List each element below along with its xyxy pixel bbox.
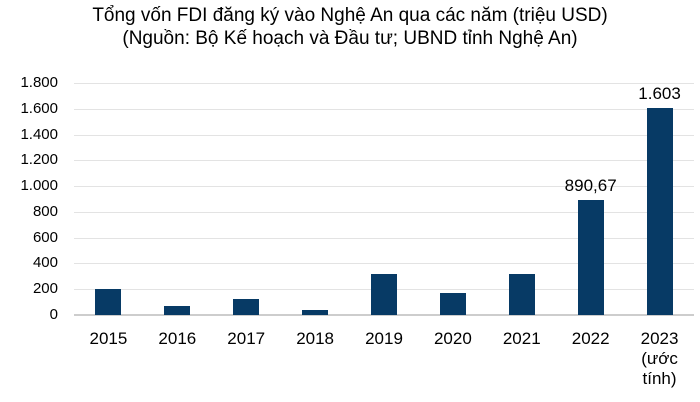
y-tick-label: 1.800 <box>20 74 58 91</box>
bar-2019 <box>371 274 397 315</box>
y-tick-label: 200 <box>32 280 58 298</box>
gridline <box>74 263 694 265</box>
bar-value-label-2022: 890,67 <box>564 176 617 196</box>
y-tick-label: 1.000 <box>20 177 58 195</box>
y-tick-label: 1.600 <box>20 99 58 117</box>
y-tick-label: 1.400 <box>20 125 58 143</box>
bar-2021 <box>508 274 535 315</box>
gridline <box>74 83 694 84</box>
gridline <box>74 134 694 136</box>
bar-2017 <box>233 298 260 315</box>
gridline <box>74 108 694 110</box>
gridline <box>74 186 694 188</box>
bar-2023 <box>646 108 673 315</box>
bar-value-label-2023: 1.603 <box>638 84 681 104</box>
gridline <box>74 160 694 162</box>
gridline <box>74 237 694 239</box>
x-axis-line <box>74 314 694 316</box>
bar-2020 <box>439 293 466 315</box>
chart-title: Tổng vốn FDI đăng ký vào Nghệ An qua các… <box>92 5 608 26</box>
x-tick-label-2020: 2020 <box>433 329 472 348</box>
bar-2022 <box>577 200 604 315</box>
chart-subtitle: (Nguồn: Bộ Kế hoạch và Đầu tư; UBND tỉnh… <box>122 28 578 49</box>
bar-2015 <box>95 288 122 315</box>
x-tick-label-2019: 2019 <box>365 329 403 348</box>
y-tick-label: 1.200 <box>20 151 58 169</box>
x-tick-note: (ước tính) <box>641 349 678 388</box>
x-tick-label-2018: 2018 <box>296 329 335 348</box>
x-tick-label-2021: 2021 <box>502 329 541 348</box>
x-tick-label-2015: 2015 <box>89 329 128 348</box>
y-tick-label: 0 <box>49 306 58 323</box>
y-tick-label: 800 <box>32 202 58 220</box>
y-tick-label: 400 <box>32 254 58 272</box>
x-tick-label-2022: 2022 <box>571 329 610 348</box>
gridline <box>74 211 694 213</box>
x-tick-label-2023: 2023 (ước tính) <box>626 329 694 389</box>
y-tick-label: 600 <box>32 228 58 246</box>
x-tick-label-2017: 2017 <box>227 329 266 348</box>
bar-2016 <box>164 305 191 315</box>
x-tick-label-2016: 2016 <box>158 329 197 348</box>
bar-2018 <box>302 310 329 315</box>
